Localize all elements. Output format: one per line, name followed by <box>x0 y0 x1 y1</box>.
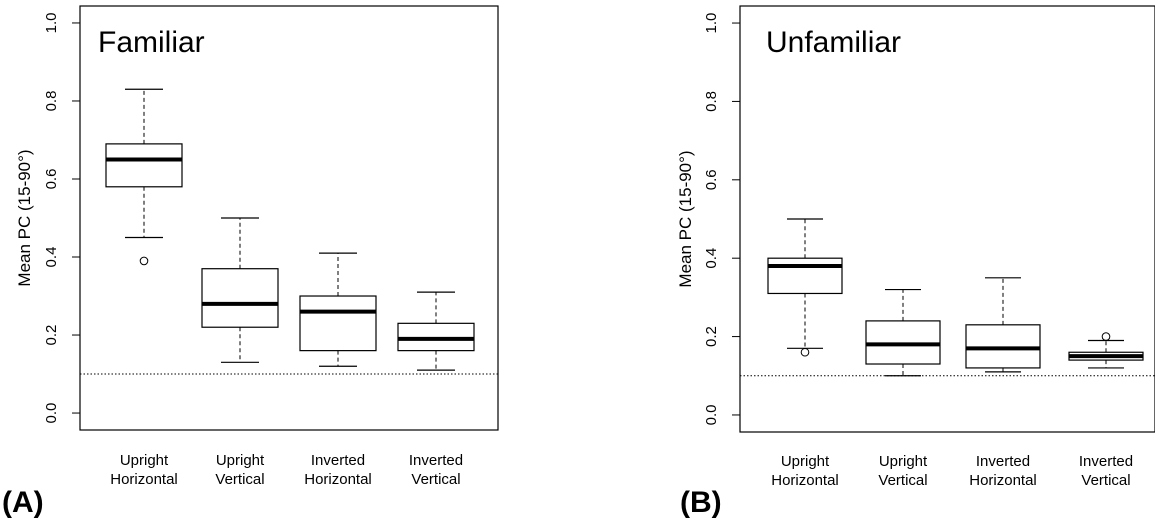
panel-letter-a: (A) <box>2 486 44 519</box>
category-label: Vertical <box>411 471 460 488</box>
box-4 <box>1068 332 1144 369</box>
y-tick-label: 0.2 <box>43 325 60 346</box>
y-tick-label: 0.4 <box>703 248 720 269</box>
y-tick-label: 0.0 <box>43 403 60 424</box>
category-label: Upright <box>879 453 928 470</box>
box-1 <box>767 218 843 357</box>
iqr-box <box>299 295 377 352</box>
y-tick-label: 1.0 <box>43 13 60 34</box>
category-label: Upright <box>216 452 265 469</box>
box-3 <box>965 277 1041 373</box>
y-tick-label: 0.0 <box>703 405 720 426</box>
box-4 <box>397 291 475 371</box>
category-label: Horizontal <box>771 472 839 489</box>
y-tick-label: 0.6 <box>43 169 60 190</box>
y-tick-label: 0.8 <box>703 91 720 112</box>
chart-panel-unfamiliar: 0.0 0.2 0.4 0.6 0.8 1.0 Mean PC (15-90°) Unfami… <box>676 5 1155 489</box>
box-2 <box>865 288 941 377</box>
iqr-box <box>767 257 843 295</box>
y-tick-label: 0.4 <box>43 247 60 268</box>
y-axis-label: Mean PC (15-90°) <box>15 149 34 286</box>
box-1 <box>105 88 183 266</box>
outlier-point <box>1101 332 1111 341</box>
box-2 <box>201 217 279 363</box>
outlier-point <box>800 347 810 357</box>
chart-panel-familiar: 0.0 0.2 0.4 0.6 0.8 1.0 Mean PC (15-90°) Famili… <box>15 5 499 488</box>
y-tick-label: 0.8 <box>43 91 60 112</box>
category-label: Inverted <box>976 453 1030 470</box>
category-label: Inverted <box>409 452 463 469</box>
iqr-box <box>201 268 279 328</box>
category-label: Vertical <box>215 471 264 488</box>
category-label: Horizontal <box>304 471 372 488</box>
category-label: Upright <box>120 452 169 469</box>
panel-letter-b: (B) <box>680 486 722 519</box>
category-label: Vertical <box>878 472 927 489</box>
y-tick-label: 0.6 <box>703 169 720 190</box>
category-label: Horizontal <box>969 472 1037 489</box>
chart-title: Unfamiliar <box>766 26 901 59</box>
box-3 <box>299 252 377 367</box>
y-tick-label: 0.2 <box>703 326 720 347</box>
y-axis-label: Mean PC (15-90°) <box>676 150 695 287</box>
plot-frame <box>79 5 499 431</box>
category-label: Horizontal <box>110 471 178 488</box>
category-label: Upright <box>781 453 830 470</box>
category-label: Inverted <box>311 452 365 469</box>
chart-title: Familiar <box>98 26 205 59</box>
iqr-box <box>105 143 183 188</box>
category-label: Vertical <box>1081 472 1130 489</box>
outlier-point <box>139 256 149 266</box>
category-label: Inverted <box>1079 453 1133 470</box>
plot-frame <box>739 5 1155 433</box>
y-tick-label: 1.0 <box>703 13 720 34</box>
